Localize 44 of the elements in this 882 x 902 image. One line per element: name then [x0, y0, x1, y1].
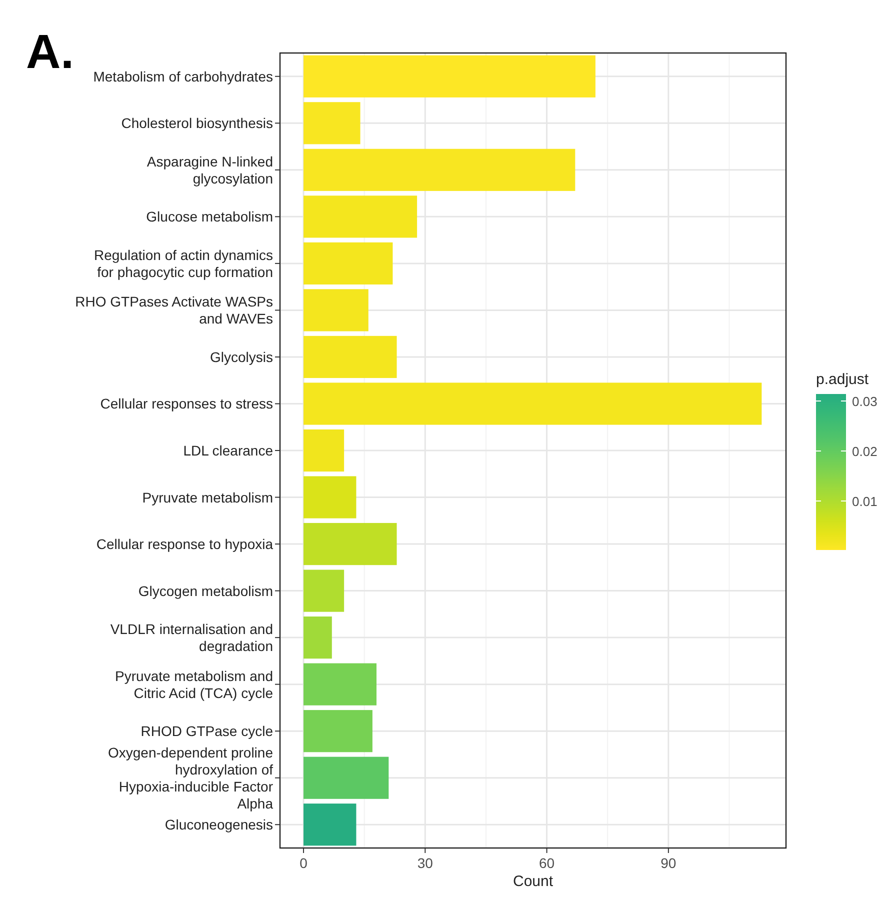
bar	[304, 756, 389, 799]
bar	[304, 55, 596, 98]
y-tick-label: LDL clearance	[183, 442, 274, 458]
bar	[304, 196, 418, 238]
y-tick-label: Regulation of actin dynamics for phagocytic cup formation	[94, 246, 273, 280]
bar	[304, 476, 356, 518]
bar	[304, 289, 368, 332]
y-tick-label: RHO GTPases Activate WASPs and WAVEs	[75, 294, 273, 327]
y-tick-label: Glycogen metabolism	[138, 582, 273, 599]
bar	[304, 522, 397, 566]
bar	[304, 616, 332, 659]
y-tick-label: Glucose metabolism	[146, 208, 273, 225]
x-tick-label: 90	[660, 855, 676, 871]
color-bar-label: 0.02	[852, 444, 878, 459]
y-tick-label: Cellular response to hypoxia	[96, 536, 274, 552]
x-tick-label: 0	[300, 855, 308, 871]
text: A.	[26, 26, 74, 79]
x-axis-title: Count	[512, 873, 554, 890]
y-tick-label: Metabolism of carbohydrates	[93, 68, 273, 84]
bar	[304, 663, 376, 706]
y-tick-label: Gluconeogenesis	[164, 816, 273, 833]
x-tick-label: 60	[538, 855, 555, 871]
color-bar-label: 0.01	[852, 494, 878, 509]
x-tick-label: 30	[417, 855, 434, 871]
y-tick-label: VLDLR internalisation and degradation	[110, 621, 273, 654]
y-tick-label: Glycolysis	[210, 348, 273, 365]
bar	[304, 382, 762, 425]
bar	[304, 429, 344, 472]
color-bar-label: 0.03	[852, 394, 878, 409]
color-bar-title: p.adjust	[816, 371, 870, 388]
bar	[304, 336, 397, 378]
bar	[304, 102, 360, 144]
bar	[304, 242, 393, 284]
y-tick-label: Pyruvate metabolism	[142, 489, 273, 506]
y-tick-label: Cellular responses to stress	[100, 396, 273, 412]
bar	[304, 570, 344, 612]
bar	[304, 148, 576, 191]
y-tick-label: Asparagine N-linked glycosylation	[146, 153, 273, 186]
bar	[304, 710, 372, 752]
y-tick-label: Pyruvate metabolism and Citric Acid (TCA) cycle	[115, 668, 274, 701]
y-tick-label: RHOD GTPase cycle	[140, 723, 274, 740]
bar	[304, 804, 356, 846]
y-tick-label: Cholesterol biosynthesis	[121, 115, 273, 132]
y-tick-label: Oxygen-dependent proline hydroxylation of Hypoxia-inducible Factor Alpha	[108, 744, 274, 812]
